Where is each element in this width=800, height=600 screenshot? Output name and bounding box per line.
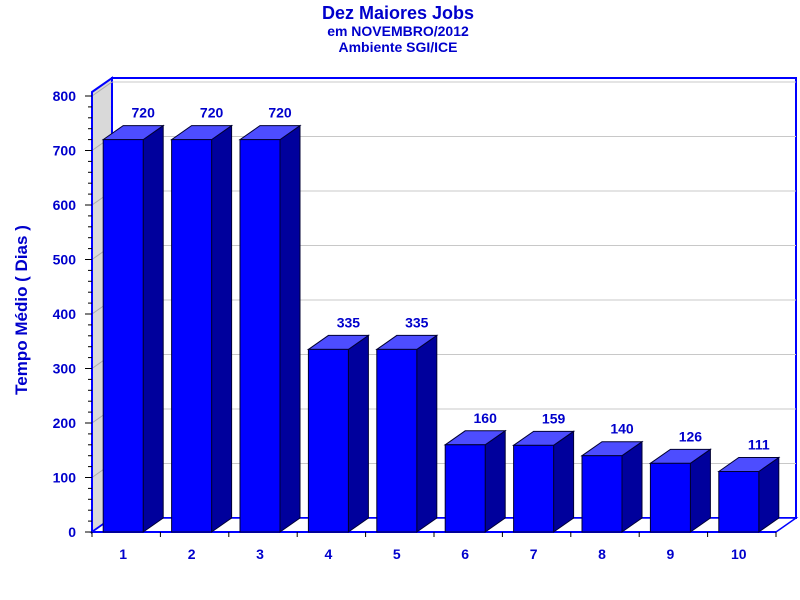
data-label: 720 [268, 105, 292, 121]
bar [375, 334, 439, 533]
bar-front [513, 444, 555, 533]
data-label: 335 [337, 314, 361, 330]
y-axis-label: Tempo Médio ( Dias ) [12, 225, 31, 395]
bar-side [279, 124, 301, 533]
x-tick-label: 5 [393, 546, 401, 562]
y-tick-label: 400 [53, 306, 77, 322]
y-tick-label: 700 [53, 143, 77, 159]
x-tick-label: 2 [188, 546, 196, 562]
data-label: 126 [679, 428, 703, 444]
y-tick-label: 800 [53, 88, 77, 104]
chart-subtitle-1: em NOVEMBRO/2012 [327, 23, 469, 39]
y-tick-label: 0 [68, 524, 76, 540]
y-tick-label: 300 [53, 361, 77, 377]
x-tick-label: 1 [119, 546, 127, 562]
x-tick-label: 4 [325, 546, 333, 562]
x-tick-label: 9 [667, 546, 675, 562]
bar [443, 429, 507, 533]
bars [101, 124, 781, 533]
y-tick-label: 600 [53, 197, 77, 213]
bar-front [718, 471, 760, 533]
data-labels: 720 720 720 335 335 160 159 140 126 111 [132, 105, 770, 453]
y-tick-label: 500 [53, 252, 77, 268]
x-tick-label: 3 [256, 546, 264, 562]
bar-side [142, 124, 164, 533]
data-label: 720 [200, 105, 224, 121]
bar-front [649, 462, 691, 533]
gridline-side [91, 81, 113, 97]
bar-front [239, 139, 281, 533]
data-label: 111 [748, 437, 770, 453]
x-tick-label: 7 [530, 546, 538, 562]
y-tick-label: 100 [53, 470, 77, 486]
chart-title: Dez Maiores Jobs [322, 3, 474, 23]
data-label: 160 [474, 410, 498, 426]
bar [238, 124, 302, 533]
bar-front [171, 139, 213, 533]
bar-front [307, 348, 349, 533]
bar-side [484, 429, 506, 533]
bar-front [376, 348, 418, 533]
data-label: 140 [610, 421, 634, 437]
bar-front [444, 444, 486, 533]
x-axis-ticks: 1 2 3 4 5 6 7 8 9 10 [119, 546, 746, 562]
x-tick-label: 6 [461, 546, 469, 562]
y-tick-label: 200 [53, 415, 77, 431]
bar-side [416, 334, 438, 533]
bar [717, 456, 781, 533]
y-axis-ticks: 0 100 200 300 400 500 600 700 800 [53, 88, 77, 540]
bar-side [211, 124, 233, 533]
bar [512, 430, 576, 533]
x-tick-label: 10 [731, 546, 747, 562]
bar [580, 440, 644, 533]
bar [170, 124, 234, 533]
bar-front [581, 455, 623, 533]
bar [101, 124, 165, 533]
data-label: 335 [405, 314, 429, 330]
bar-side [553, 430, 575, 533]
bar-side [621, 440, 643, 533]
chart-subtitle-2: Ambiente SGI/ICE [338, 39, 457, 55]
data-label: 720 [132, 105, 156, 121]
bar-side [347, 334, 369, 533]
data-label: 159 [542, 410, 566, 426]
bar [306, 334, 370, 533]
bar [648, 448, 712, 533]
x-tick-label: 8 [598, 546, 606, 562]
bar-front [102, 139, 144, 533]
